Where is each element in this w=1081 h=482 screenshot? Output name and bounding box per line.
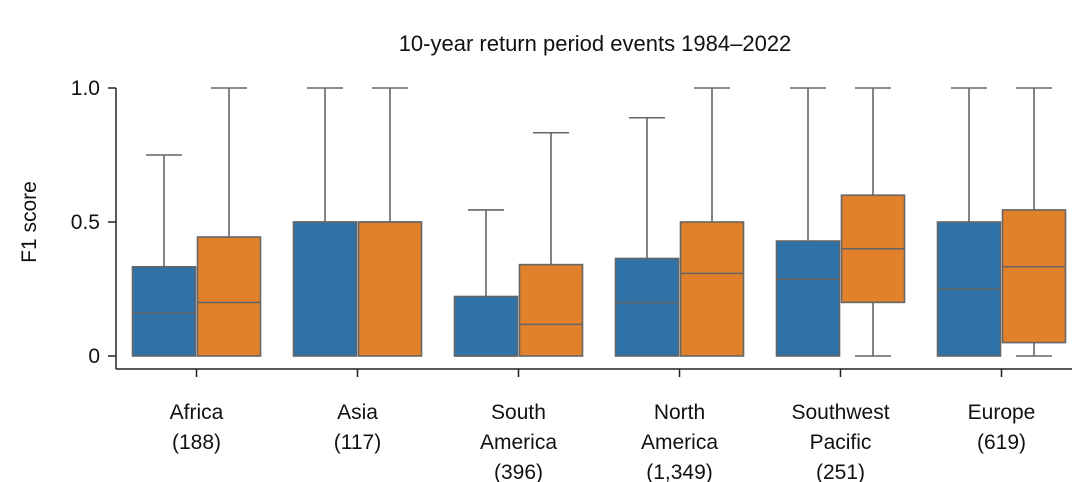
box-body — [357, 221, 423, 357]
box-body — [453, 295, 519, 357]
box-body — [196, 236, 262, 357]
box-body — [679, 221, 745, 357]
y-tick-label: 0.5 — [71, 211, 100, 234]
y-axis-label: F1 score — [18, 181, 41, 263]
x-tick-label-line: Southwest — [791, 401, 889, 424]
x-tick-label-line: America — [480, 431, 557, 454]
plot-area: 0 0.5 1.0 Africa (188) Asia (117) South America (… — [71, 77, 1072, 482]
x-tick-label: Southwest Pacific (251) — [791, 401, 889, 482]
x-tick-label-line: (251) — [816, 461, 865, 482]
x-tick-label-line: Africa — [170, 401, 224, 424]
x-tick-label-line: Pacific — [810, 431, 872, 454]
x-tick-label-line: (117) — [334, 431, 381, 454]
x-tick-label-line: (619) — [977, 431, 1026, 454]
x-tick-label-line: America — [641, 431, 718, 454]
x-tick-label-line: (188) — [172, 431, 221, 454]
x-tick-label-line: North — [654, 401, 705, 424]
x-tick-label: Europe (619) — [968, 401, 1036, 454]
x-tick-label-line: (1,349) — [646, 461, 713, 482]
x-tick-label: South America (396) — [480, 401, 557, 482]
x-tick-label-line: Europe — [968, 401, 1036, 424]
x-tick-label-line: Asia — [337, 401, 378, 424]
x-tick-label: Africa (188) — [170, 401, 224, 454]
x-tick-label-line: (396) — [494, 461, 543, 482]
box-body — [292, 221, 358, 357]
x-tick-label: North America (1,349) — [641, 401, 718, 482]
box-body — [1001, 209, 1067, 344]
y-tick-label: 0 — [88, 345, 100, 368]
box-body — [518, 263, 584, 357]
chart-title: 10-year return period events 1984–2022 — [399, 31, 792, 56]
box-body — [614, 257, 680, 357]
box-body — [775, 240, 841, 357]
x-tick-label: Asia (117) — [334, 401, 381, 454]
box-body — [131, 265, 197, 357]
y-tick-label: 1.0 — [71, 77, 100, 100]
x-tick-label-line: South — [491, 401, 546, 424]
